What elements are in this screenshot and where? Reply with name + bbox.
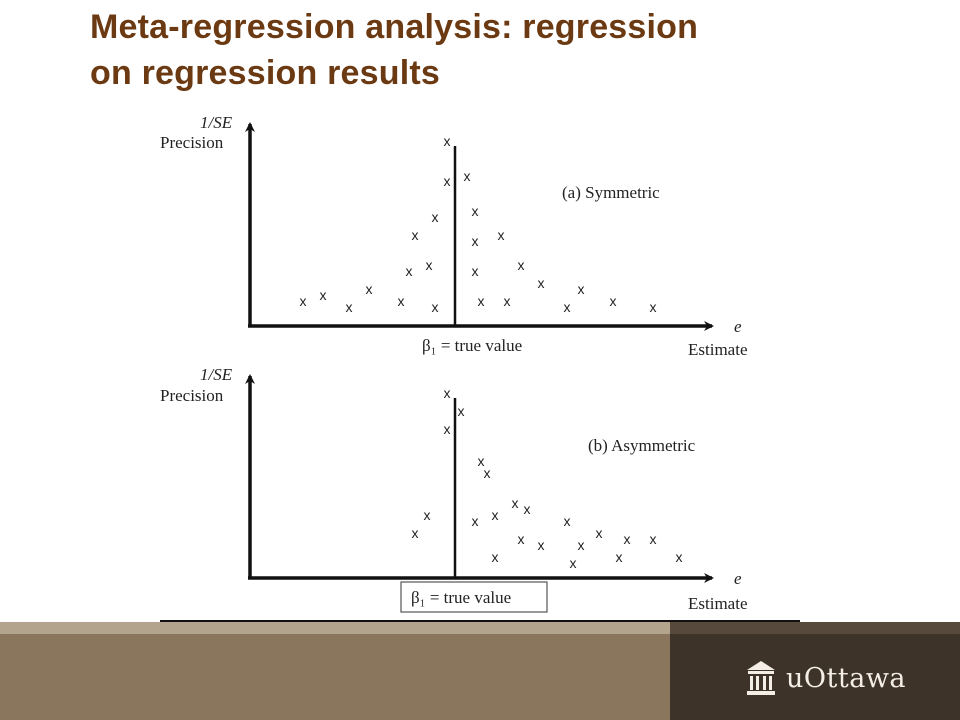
data-mark: x: [518, 257, 525, 273]
footer-right-panel: [670, 622, 960, 720]
data-mark: x: [320, 287, 327, 303]
data-mark: x: [432, 299, 439, 315]
y-axis-label-a: Precision: [160, 133, 224, 152]
y-axis-label-b: Precision: [160, 386, 224, 405]
data-mark: x: [616, 549, 623, 565]
data-mark: x: [444, 385, 451, 401]
panel-label-b: (b) Asymmetric: [588, 436, 696, 455]
slide-title-line-1: Meta-regression analysis: regression: [90, 8, 699, 46]
data-mark: x: [444, 133, 451, 149]
brand-name: uOttawa: [786, 662, 907, 694]
data-mark: x: [412, 525, 419, 541]
university-building-icon: [747, 661, 775, 695]
y-axis-label-top-a: 1/SE: [200, 113, 233, 132]
data-mark: x: [578, 537, 585, 553]
data-mark: x: [366, 281, 373, 297]
panel-symmetric: 1/SE Precision (a) Symmetric e Estimate …: [160, 113, 747, 359]
data-mark: x: [504, 293, 511, 309]
data-mark: x: [484, 465, 491, 481]
data-mark: x: [676, 549, 683, 565]
true-value-label-a: β₁ = true value: [422, 336, 522, 355]
x-axis-label-a: Estimate: [688, 340, 747, 359]
data-mark: x: [444, 173, 451, 189]
data-mark: x: [444, 421, 451, 437]
data-mark: x: [650, 531, 657, 547]
data-mark: x: [424, 507, 431, 523]
data-mark: x: [512, 495, 519, 511]
data-mark: x: [492, 507, 499, 523]
data-mark: x: [426, 257, 433, 273]
data-mark: x: [492, 549, 499, 565]
x-axis-label-b: Estimate: [688, 594, 747, 613]
data-mark: x: [472, 203, 479, 219]
true-value-label-b: β₁ = true value: [411, 588, 511, 607]
data-mark: x: [564, 513, 571, 529]
data-mark: x: [300, 293, 307, 309]
data-mark: x: [346, 299, 353, 315]
data-mark: x: [458, 403, 465, 419]
data-mark: x: [472, 513, 479, 529]
data-mark: x: [538, 275, 545, 291]
data-mark: x: [472, 233, 479, 249]
data-mark: x: [624, 531, 631, 547]
x-axis-symbol-b: e: [734, 569, 742, 588]
data-mark: x: [412, 227, 419, 243]
data-mark: x: [406, 263, 413, 279]
y-axis-label-top-b: 1/SE: [200, 365, 233, 384]
data-mark: x: [650, 299, 657, 315]
data-mark: x: [596, 525, 603, 541]
data-mark: x: [570, 555, 577, 571]
x-axis-symbol-a: e: [734, 317, 742, 336]
data-mark: x: [432, 209, 439, 225]
data-mark: x: [472, 263, 479, 279]
data-mark: x: [518, 531, 525, 547]
panel-asymmetric: 1/SE Precision (b) Asymmetric e Estimate…: [160, 365, 747, 613]
footer-right-band: [670, 622, 960, 634]
data-mark: x: [610, 293, 617, 309]
slide-title: Meta-regression analysis: regression on …: [90, 4, 910, 96]
data-mark: x: [464, 168, 471, 184]
data-mark: x: [564, 299, 571, 315]
data-mark: x: [478, 453, 485, 469]
footer-left-panel: [0, 634, 670, 720]
data-mark: x: [478, 293, 485, 309]
uottawa-logo: uOttawa: [744, 656, 906, 700]
footer-left-band: [0, 622, 670, 634]
slide-title-line-2: on regression results: [90, 54, 440, 92]
data-mark: x: [398, 293, 405, 309]
data-mark: x: [578, 281, 585, 297]
true-value-box-b: [400, 581, 548, 613]
data-mark: x: [538, 537, 545, 553]
panel-label-a: (a) Symmetric: [562, 183, 660, 202]
data-mark: x: [524, 501, 531, 517]
data-mark: x: [498, 227, 505, 243]
